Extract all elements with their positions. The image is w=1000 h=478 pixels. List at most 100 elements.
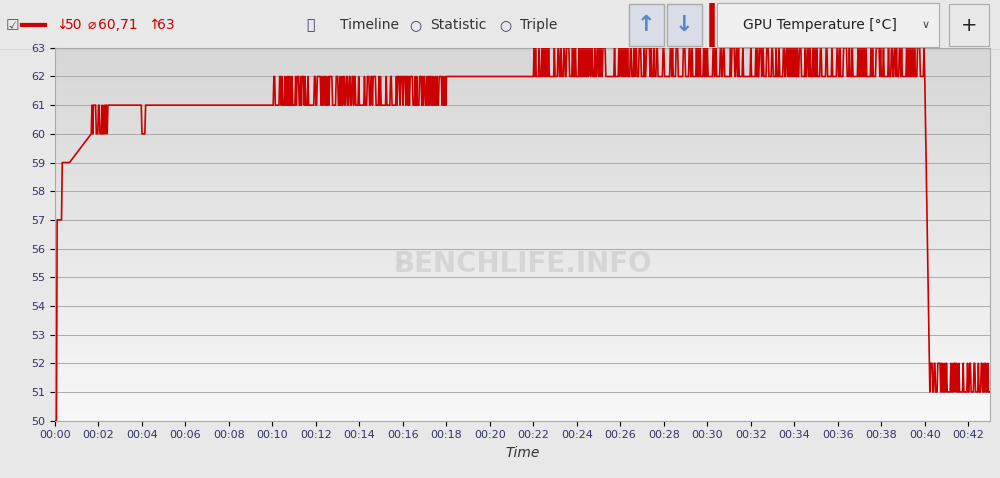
Bar (55, 298, 990, 300)
Bar (55, 393, 990, 394)
Bar (55, 174, 990, 176)
Bar (55, 195, 990, 197)
Text: ⌀: ⌀ (87, 18, 95, 32)
Bar (55, 124, 990, 126)
Bar (55, 262, 990, 264)
Bar (55, 352, 990, 354)
Bar (55, 55, 990, 57)
Bar (55, 331, 990, 333)
Bar (55, 315, 990, 316)
Bar (55, 365, 990, 367)
Text: Statistic: Statistic (430, 18, 486, 32)
Bar (55, 406, 990, 408)
Bar (55, 230, 990, 232)
Bar (55, 74, 990, 76)
Bar (55, 50, 990, 52)
Bar (55, 87, 990, 89)
Bar (55, 234, 990, 236)
Bar (55, 313, 990, 315)
Bar (55, 216, 990, 217)
Text: ↓: ↓ (56, 18, 68, 32)
Bar (55, 68, 990, 70)
Bar (55, 240, 990, 242)
Bar (55, 282, 990, 284)
Bar (55, 176, 990, 178)
Bar (55, 324, 990, 326)
Bar (55, 130, 990, 132)
Bar (55, 348, 990, 350)
Bar (55, 61, 990, 63)
Bar (55, 152, 990, 154)
Bar (55, 57, 990, 59)
Bar (55, 163, 990, 165)
Bar (55, 410, 990, 411)
Bar (55, 48, 990, 50)
Bar (55, 279, 990, 281)
Bar (55, 357, 990, 359)
Bar (55, 372, 990, 374)
Bar (55, 284, 990, 286)
Bar (55, 208, 990, 210)
X-axis label: Time: Time (505, 446, 540, 460)
Bar (55, 288, 990, 290)
Bar (55, 292, 990, 294)
Bar (55, 108, 990, 109)
Bar (55, 149, 990, 151)
Bar (55, 89, 990, 91)
Bar (55, 160, 990, 162)
Bar (55, 79, 990, 81)
Bar (55, 193, 990, 195)
Bar (55, 338, 990, 340)
Bar (55, 387, 990, 389)
Bar (55, 95, 990, 96)
Text: ∨: ∨ (922, 20, 930, 30)
Bar (55, 102, 990, 104)
Bar (55, 247, 990, 249)
Bar (55, 217, 990, 219)
Bar (55, 340, 990, 342)
Bar (55, 305, 990, 307)
Bar (55, 171, 990, 173)
Bar (55, 253, 990, 255)
Bar (55, 206, 990, 208)
Bar (55, 398, 990, 400)
Bar (55, 180, 990, 182)
Bar (55, 66, 990, 68)
Bar (55, 277, 990, 279)
Bar (55, 320, 990, 322)
Text: Timeline: Timeline (340, 18, 399, 32)
Bar (55, 227, 990, 228)
Bar (55, 354, 990, 356)
Bar (55, 404, 990, 406)
Bar (55, 223, 990, 225)
Bar (55, 158, 990, 160)
Bar (55, 117, 990, 119)
Bar (55, 266, 990, 268)
Bar (55, 244, 990, 245)
Bar (55, 272, 990, 273)
Bar (55, 210, 990, 212)
Bar (55, 381, 990, 383)
Bar (55, 219, 990, 221)
Bar (55, 245, 990, 247)
Bar (55, 307, 990, 309)
Bar (55, 394, 990, 396)
Bar (55, 139, 990, 141)
Bar (55, 411, 990, 413)
Bar (55, 385, 990, 387)
Text: ☑: ☑ (5, 18, 19, 33)
Bar (55, 350, 990, 352)
Bar (55, 93, 990, 95)
Bar (55, 268, 990, 270)
Text: +: + (961, 16, 977, 34)
Bar (55, 119, 990, 120)
Bar (55, 100, 990, 102)
Bar (55, 261, 990, 262)
Bar (55, 98, 990, 100)
Bar (55, 242, 990, 244)
Bar (55, 186, 990, 188)
FancyBboxPatch shape (717, 3, 939, 47)
Bar (55, 63, 990, 65)
Bar (55, 228, 990, 230)
Bar (55, 52, 990, 54)
